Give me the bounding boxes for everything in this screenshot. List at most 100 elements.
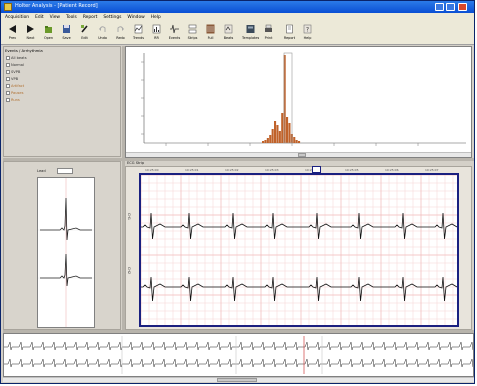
- strip-position-marker[interactable]: [312, 166, 321, 173]
- menu-acquisition[interactable]: Acquisition: [5, 14, 30, 20]
- full-disclosure-scroll-thumb[interactable]: [217, 378, 257, 382]
- tree-checkbox[interactable]: [6, 77, 10, 81]
- bottom-splitter[interactable]: [3, 330, 474, 333]
- tree-checkbox[interactable]: [6, 91, 10, 95]
- report-button[interactable]: Report: [281, 23, 298, 43]
- menu-settings[interactable]: Settings: [103, 14, 122, 20]
- time-label: 10:25:04: [305, 168, 318, 172]
- minimize-button[interactable]: [435, 3, 444, 11]
- undo-icon: [99, 26, 106, 32]
- full-label: Full: [207, 36, 214, 40]
- strips-button[interactable]: Strips: [184, 23, 201, 43]
- full-disclosure-trace: [4, 341, 475, 351]
- histogram-bar: [274, 121, 277, 143]
- print-label: Print: [264, 36, 273, 40]
- ecg-strip-header: ECG Strip: [127, 161, 145, 165]
- template-waveform: [38, 178, 94, 327]
- print-icon: [265, 24, 272, 32]
- tree-checkbox[interactable]: [6, 63, 10, 67]
- full-disclosure-panel: [3, 333, 475, 377]
- ecg-strip[interactable]: [139, 173, 459, 327]
- tree-item[interactable]: All beats: [11, 56, 27, 60]
- tree-header: Events / Arrhythmia: [5, 48, 43, 53]
- events-label: Events: [168, 36, 181, 40]
- rr-histogram: [141, 52, 466, 146]
- help-label: Help: [303, 36, 312, 40]
- menu-tools[interactable]: Tools: [66, 14, 77, 20]
- menu-help[interactable]: Help: [150, 14, 161, 20]
- save-icon: [63, 25, 70, 33]
- tree-item[interactable]: Pauses: [11, 91, 24, 95]
- histogram-bar: [293, 137, 296, 143]
- ecg-lead-2-trace: [141, 276, 458, 302]
- redo-label: Redo: [116, 36, 125, 40]
- report-label: Report: [283, 36, 296, 40]
- arrow-left-icon: [9, 25, 16, 33]
- channel-label: CH2: [127, 267, 131, 275]
- close-button[interactable]: [458, 3, 467, 11]
- rr-button[interactable]: RR: [148, 23, 165, 43]
- time-label: 10:25:01: [185, 168, 199, 172]
- menu-bar: Acquisition Edit View Tools Report Setti…: [1, 13, 474, 21]
- open-button[interactable]: Open: [40, 23, 57, 43]
- next-button[interactable]: Next: [22, 23, 39, 43]
- tree-item[interactable]: VPB: [11, 77, 19, 81]
- maximize-button[interactable]: [446, 3, 455, 11]
- arrow-right-icon: [27, 25, 34, 33]
- template-lead-selector[interactable]: [57, 168, 73, 174]
- histogram-bar: [288, 123, 291, 143]
- svg-text:?: ?: [306, 27, 309, 34]
- menu-edit[interactable]: Edit: [35, 14, 44, 20]
- full-disclosure-trace: [4, 358, 475, 368]
- prev-button[interactable]: Prev: [4, 23, 21, 43]
- tree-item[interactable]: Runs: [11, 98, 20, 102]
- histogram-bar: [271, 129, 274, 143]
- vertical-splitter[interactable]: [122, 46, 125, 330]
- tree-item[interactable]: Artifact: [11, 84, 25, 88]
- full-disclosure-button[interactable]: Full: [202, 23, 219, 43]
- edit-icon: [81, 25, 88, 33]
- open-label: Open: [43, 36, 54, 40]
- undo-button[interactable]: Undo: [94, 23, 111, 43]
- beats-button[interactable]: Beats: [220, 23, 237, 43]
- print-button[interactable]: Print: [260, 23, 277, 43]
- histogram-bar: [278, 131, 281, 143]
- histogram-bar: [276, 125, 279, 143]
- ecg-strip-chart: [140, 174, 458, 325]
- channel-label: CH1: [127, 213, 131, 221]
- horizontal-splitter[interactable]: [3, 158, 474, 161]
- menu-view[interactable]: View: [49, 14, 60, 20]
- strips-icon: [188, 24, 197, 34]
- tree-checkbox[interactable]: [6, 70, 10, 74]
- edit-button[interactable]: Edit: [76, 23, 93, 43]
- tree-checkbox[interactable]: [6, 56, 10, 60]
- template-view: [37, 177, 95, 328]
- beats-label: Beats: [223, 36, 234, 40]
- tree-checkbox[interactable]: [6, 84, 10, 88]
- full-disclosure-strip: [4, 336, 475, 374]
- open-icon: [45, 26, 52, 33]
- strips-label: Strips: [187, 36, 198, 40]
- histogram-scrollbar[interactable]: [126, 152, 471, 157]
- menu-window[interactable]: Window: [127, 14, 145, 20]
- redo-button[interactable]: Redo: [112, 23, 129, 43]
- tree-checkbox[interactable]: [6, 98, 10, 102]
- edit-label: Edit: [81, 36, 88, 40]
- help-button[interactable]: ? Help: [299, 23, 316, 43]
- full-disclosure-scrollbar[interactable]: [3, 377, 474, 382]
- time-label: 10:25:06: [385, 168, 399, 172]
- events-button[interactable]: Events: [166, 23, 183, 43]
- histogram-bar: [264, 140, 267, 143]
- report-icon: [286, 24, 293, 34]
- window-title: Holter Analysis - [Patient Record]: [15, 3, 98, 9]
- templates-button[interactable]: Templates: [242, 23, 259, 43]
- save-button[interactable]: Save: [58, 23, 75, 43]
- trends-button[interactable]: Trends: [130, 23, 147, 43]
- tree-item[interactable]: SVPB: [11, 70, 21, 74]
- tree-item[interactable]: Normal: [11, 63, 25, 67]
- histogram-bar: [281, 113, 284, 143]
- histogram-bar: [266, 138, 269, 143]
- histogram-scroll-thumb[interactable]: [298, 153, 306, 157]
- menu-report[interactable]: Report: [82, 14, 98, 20]
- title-bar: Holter Analysis - [Patient Record]: [1, 1, 474, 13]
